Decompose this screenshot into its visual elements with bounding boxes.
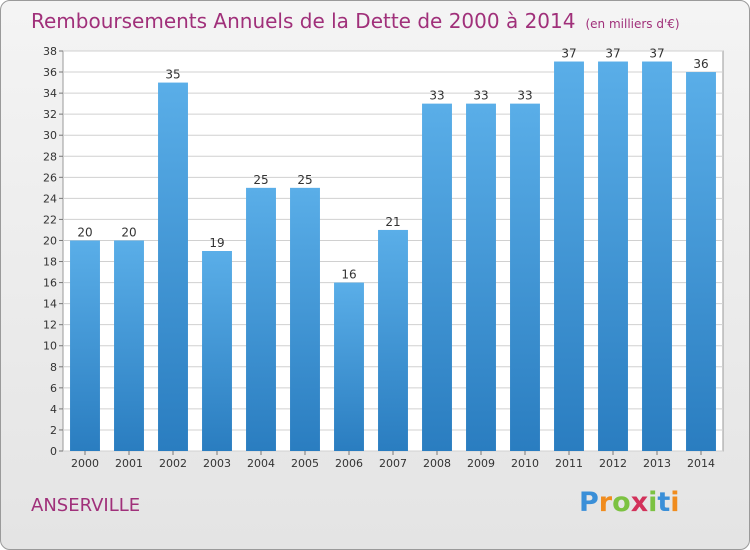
bar [554, 61, 584, 452]
data-label: 16 [341, 268, 356, 282]
bar [686, 72, 716, 451]
y-tick-label: 6 [50, 382, 57, 395]
data-label: 37 [605, 47, 620, 61]
x-tick-label: 2007 [379, 457, 407, 470]
data-label: 33 [517, 89, 532, 103]
logo-letter: r [598, 487, 613, 518]
x-tick-label: 2005 [291, 457, 319, 470]
data-label: 37 [649, 47, 664, 61]
data-label: 35 [165, 68, 180, 82]
y-tick-label: 20 [43, 234, 57, 247]
y-tick-label: 4 [50, 403, 57, 416]
logo-letter: t [657, 487, 671, 518]
data-label: 20 [121, 225, 136, 239]
y-tick-label: 26 [43, 171, 57, 184]
chart-title: Remboursements Annuels de la Dette de 20… [31, 9, 680, 33]
y-tick-label: 8 [50, 361, 57, 374]
bar [114, 240, 144, 451]
y-tick-label: 30 [43, 129, 57, 142]
x-tick-label: 2008 [423, 457, 451, 470]
data-label: 37 [561, 47, 576, 61]
logo-letter: x [630, 487, 649, 518]
bar [422, 103, 452, 451]
x-axis: 2000 2001 2002 2003 2004 2005 2006 2007 2008 2009… [71, 451, 715, 470]
bar [598, 61, 628, 452]
data-label: 20 [77, 225, 92, 239]
commune-name: ANSERVILLE [31, 495, 141, 516]
bar [378, 229, 408, 451]
bars: 20 20 35 19 25 25 16 21 33 33 33 37 37 37 36 [70, 47, 716, 452]
bar [246, 187, 276, 451]
x-tick-label: 2014 [687, 457, 715, 470]
x-tick-label: 2009 [467, 457, 495, 470]
logo-letter: P [579, 487, 599, 518]
x-tick-label: 2012 [599, 457, 627, 470]
data-label: 25 [253, 173, 268, 187]
x-tick-label: 2003 [203, 457, 231, 470]
bar [334, 282, 364, 451]
x-tick-label: 2001 [115, 457, 143, 470]
y-tick-label: 22 [43, 213, 57, 226]
y-tick-label: 38 [43, 45, 57, 58]
x-tick-label: 2011 [555, 457, 583, 470]
y-tick-label: 18 [43, 256, 57, 269]
y-tick-label: 24 [43, 192, 57, 205]
bar [642, 61, 672, 452]
data-label: 21 [385, 215, 400, 229]
data-label: 19 [209, 236, 224, 250]
y-tick-label: 32 [43, 108, 57, 121]
data-label: 25 [297, 173, 312, 187]
y-tick-label: 10 [43, 340, 57, 353]
logo-letter: o [612, 487, 631, 518]
chart-unit: (en milliers d'€) [585, 17, 680, 31]
proxiti-logo: Proxiti [579, 487, 680, 518]
y-tick-label: 12 [43, 319, 57, 332]
bar [510, 103, 540, 451]
y-tick-label: 2 [50, 424, 57, 437]
x-tick-label: 2013 [643, 457, 671, 470]
y-tick-label: 0 [50, 445, 57, 458]
data-label: 33 [473, 89, 488, 103]
data-label: 36 [693, 57, 708, 71]
x-tick-label: 2006 [335, 457, 363, 470]
bar [158, 82, 188, 451]
x-tick-label: 2000 [71, 457, 99, 470]
logo-letter: i [648, 487, 658, 518]
bar [202, 251, 232, 451]
y-tick-label: 34 [43, 87, 57, 100]
bar [290, 187, 320, 451]
chart-title-text: Remboursements Annuels de la Dette de 20… [31, 9, 576, 33]
y-tick-label: 36 [43, 66, 57, 79]
data-label: 33 [429, 89, 444, 103]
x-tick-label: 2010 [511, 457, 539, 470]
logo-letter: i [670, 487, 680, 518]
bar [70, 240, 100, 451]
x-tick-label: 2004 [247, 457, 275, 470]
x-tick-label: 2002 [159, 457, 187, 470]
y-tick-label: 14 [43, 298, 57, 311]
y-tick-label: 16 [43, 277, 57, 290]
bar [466, 103, 496, 451]
y-tick-label: 28 [43, 150, 57, 163]
